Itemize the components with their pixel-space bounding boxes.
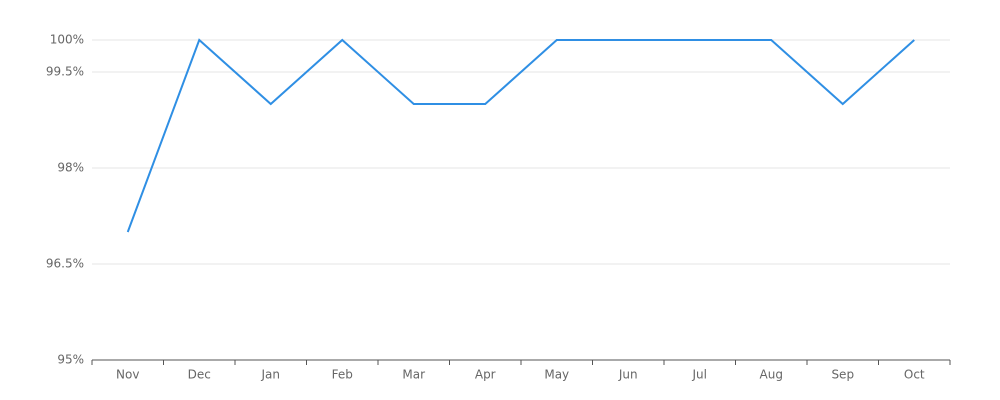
y-tick-label: 100% [50,33,84,47]
x-tick-label: Nov [116,368,139,382]
x-tick-label: Jul [692,368,707,382]
x-tick-label: Aug [760,368,783,382]
x-tick-label: May [544,368,569,382]
x-tick-label: Mar [402,368,425,382]
line-series [126,38,915,233]
y-tick-label: 98% [57,161,84,175]
x-tick-label: Jan [261,368,281,382]
x-tick-label: Sep [831,368,854,382]
x-tick-label: Apr [475,368,496,382]
y-tick-label: 96.5% [46,257,84,271]
y-tick-label: 95% [57,353,84,367]
x-tick-label: Oct [904,368,925,382]
x-tick-label: Jun [618,368,638,382]
x-tick-label: Feb [332,368,353,382]
y-tick-label: 99.5% [46,65,84,79]
x-tick-label: Dec [188,368,211,382]
